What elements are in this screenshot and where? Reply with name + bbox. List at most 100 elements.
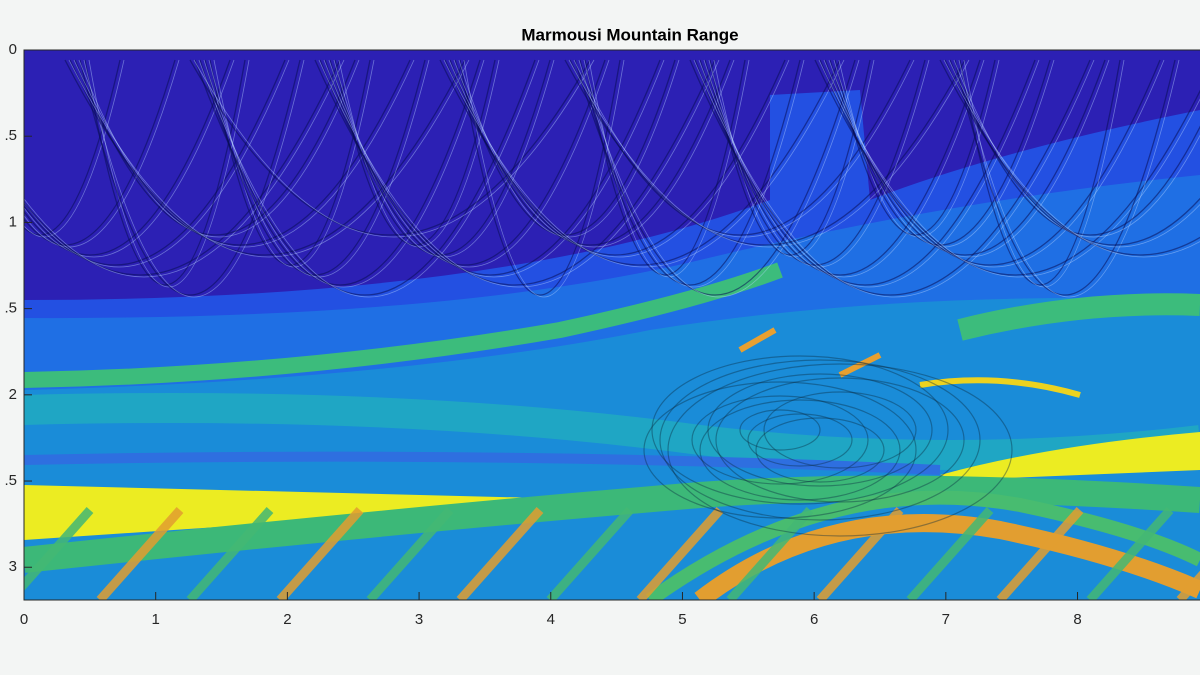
decor-stripe [24, 507, 94, 592]
decor-wavefront [708, 59, 930, 268]
decor-wavefront [198, 59, 540, 298]
decor-wavefront [948, 59, 1200, 248]
decor-wavefront [953, 59, 1200, 238]
decor-wavefront [323, 59, 665, 278]
decor-wavefront [24, 59, 231, 256]
decor-wavefront [318, 59, 720, 288]
decor-ring [643, 381, 917, 519]
decor-stripe [366, 507, 454, 600]
decor-wavefront [828, 59, 1110, 258]
decor-wavefront [579, 59, 801, 286]
decor-stripe [96, 507, 184, 600]
decor-wavefront [453, 59, 735, 248]
decor-wavefront [194, 59, 536, 296]
decor-wavefront [439, 59, 841, 266]
axes-box [23, 49, 1200, 601]
x-tick-label: 8 [1073, 611, 1081, 628]
decor-wavefront [314, 59, 716, 286]
x-tick-label: 4 [547, 611, 555, 628]
chart-title: Marmousi Mountain Range [521, 25, 738, 44]
decor-ring [667, 363, 1013, 537]
decor-wavefront [833, 59, 1055, 248]
decor-stripe [276, 507, 364, 600]
decor-wavefront [823, 59, 1165, 268]
decor-wavefront [79, 59, 301, 296]
decor-wavefront [458, 59, 680, 238]
decor-wavefront [943, 59, 1200, 258]
decor-wavefront [443, 59, 845, 268]
y-tick-label: 2 [9, 386, 17, 403]
decor-ring [651, 355, 949, 505]
x-tick-label: 3 [415, 611, 423, 628]
decor-wavefront [958, 59, 1180, 298]
decor-stripe [186, 507, 274, 600]
decor-wavefront [699, 59, 981, 276]
decor-wavefront [814, 59, 1200, 276]
decor-ring [707, 373, 933, 487]
decor-ring [755, 417, 885, 483]
decor-wavefront [818, 59, 1200, 278]
decor-wavefront [78, 59, 360, 238]
decor-wavefront [73, 59, 415, 248]
decor-stripe [636, 507, 724, 600]
decor-ring [763, 391, 917, 469]
x-tick-label: 5 [678, 611, 686, 628]
decor-wavefront [713, 59, 875, 258]
y-tick-label: .5 [4, 472, 17, 489]
decor-stripe [1086, 507, 1174, 600]
decor-stripe [996, 507, 1084, 600]
decor-wavefront [24, 59, 290, 268]
decor-wavefront [583, 59, 805, 288]
decor-stripe [1176, 570, 1200, 600]
decor-wavefront [574, 59, 856, 296]
decor-wavefront [189, 59, 591, 236]
decor-wavefront [24, 59, 345, 278]
decor-wavefront [24, 59, 341, 276]
decor-wavefront [578, 59, 860, 298]
decor-wavefront [689, 59, 1091, 296]
decor-wavefront [68, 59, 470, 258]
decor-wavefront [24, 59, 180, 248]
seismic-image [24, 50, 1200, 600]
decor-wavefront [959, 59, 1121, 286]
decor-ring [691, 395, 869, 485]
decor-ring [659, 359, 981, 521]
decor-wavefront [203, 59, 485, 288]
decor-wavefront [693, 59, 1095, 298]
decor-ring [747, 413, 853, 467]
decor-wavefront [448, 59, 790, 258]
decor-stripe [906, 507, 994, 600]
x-tick-label: 6 [810, 611, 818, 628]
x-tick-label: 7 [942, 611, 950, 628]
decor-wavefront [703, 59, 985, 278]
decor-wavefront [459, 59, 621, 296]
decor-wavefront [24, 59, 235, 258]
y-tick-label: 0 [9, 41, 17, 58]
x-tick-label: 1 [152, 611, 160, 628]
decor-stripe [546, 507, 634, 600]
decor-ring [699, 399, 901, 501]
decor-wavefront [208, 59, 430, 278]
x-tick-label: 0 [20, 611, 28, 628]
decor-ring [739, 409, 821, 451]
x-tick-label: 2 [283, 611, 291, 628]
y-tick-label: 1 [9, 213, 17, 230]
decor-wavefront [939, 59, 1200, 256]
y-tick-label: .5 [4, 127, 17, 144]
y-tick-label: 3 [9, 558, 17, 575]
decor-stripe [816, 507, 904, 600]
decor-wavefront [573, 59, 915, 238]
decor-wavefront [329, 59, 551, 256]
decor-wavefront [954, 59, 1176, 296]
decor-wavefront [564, 59, 966, 246]
decor-wavefront [328, 59, 610, 268]
decor-wavefront [84, 59, 246, 286]
decor-wavefront [698, 59, 1040, 288]
decor-stripe [726, 507, 814, 600]
y-tick-label: .5 [4, 300, 17, 317]
decor-wavefront [193, 59, 595, 238]
decor-ring [715, 377, 965, 503]
decor-wavefront [463, 59, 625, 298]
